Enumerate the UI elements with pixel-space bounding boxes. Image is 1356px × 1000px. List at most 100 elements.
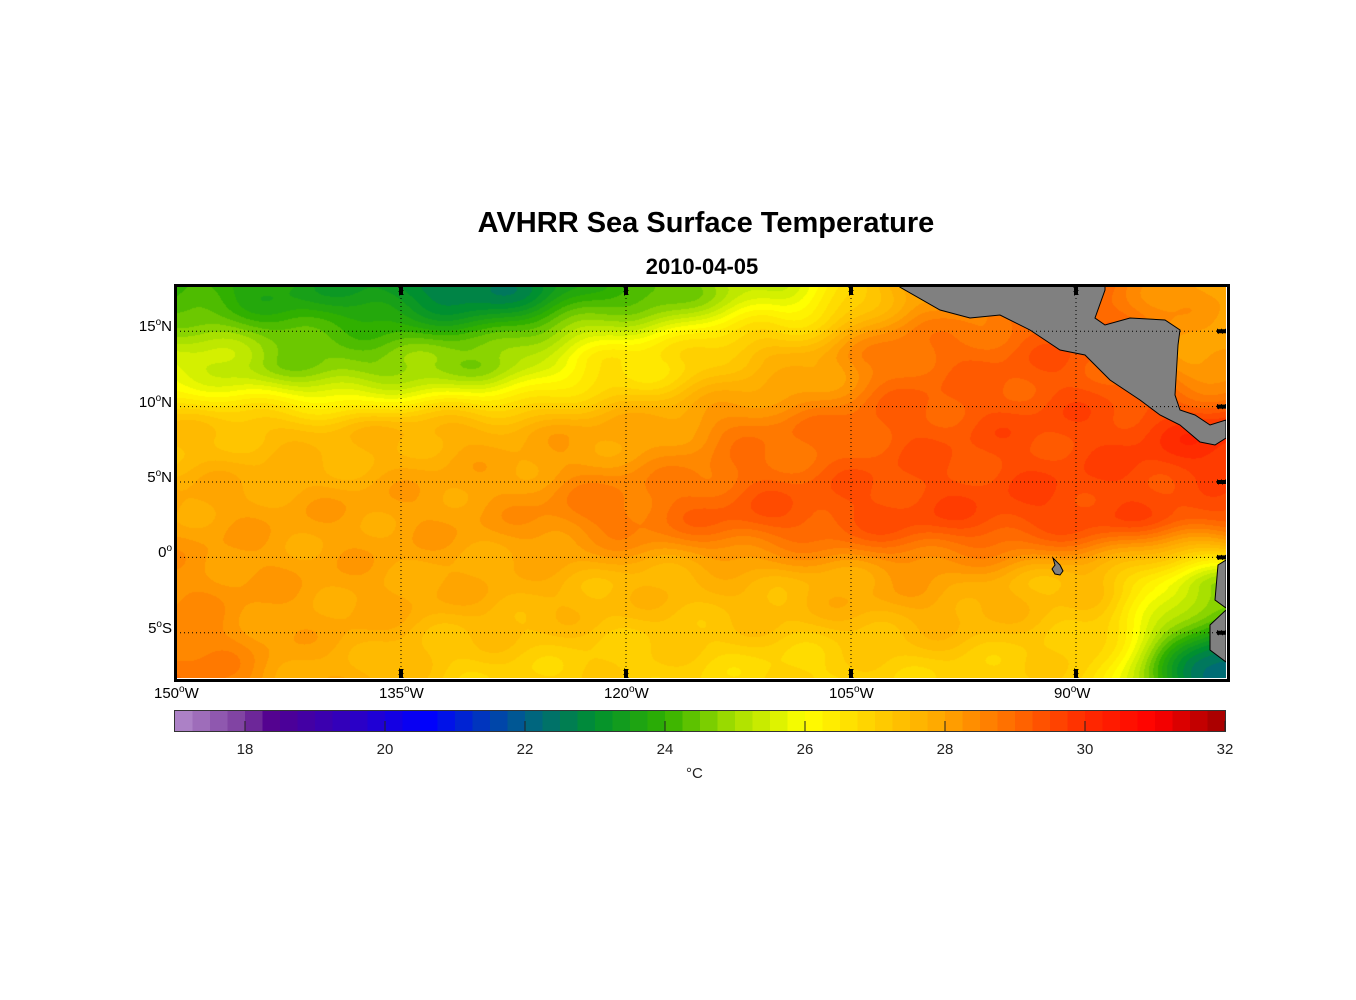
colorbar-swatch [717,711,736,731]
x-tick-label: 150oW [154,684,199,702]
colorbar-swatch [455,711,474,731]
map-overlay [176,286,1226,678]
colorbar-tick-label: 24 [656,741,674,758]
colorbar-swatch [525,711,544,731]
x-tick-hemisphere: W [634,685,649,702]
colorbar-swatch [367,711,386,731]
colorbar-swatch [350,711,369,731]
colorbar-tick-label: 30 [1076,741,1094,758]
colorbar-tick-label: 28 [936,741,954,758]
colorbar-swatch [560,711,579,731]
land-galapagos [1051,556,1064,576]
colorbar-swatch [1032,711,1051,731]
colorbar-swatch [752,711,771,731]
colorbar-swatch [1137,711,1156,731]
colorbar-swatch [262,711,281,731]
colorbar-tick-label: 22 [516,741,534,758]
sst-map [176,286,1226,678]
colorbar-swatch [875,711,894,731]
colorbar-swatch [245,711,264,731]
colorbar-swatch [770,711,789,731]
land-south-america-north [1214,559,1226,609]
degree-symbol: o [155,392,162,404]
colorbar-tick-label: 32 [1216,741,1234,758]
y-tick-hemisphere: N [161,469,172,486]
x-tick-mark [623,668,629,678]
x-tick-hemisphere: W [859,685,874,702]
colorbar-swatch [1085,711,1104,731]
colorbar-swatch [1102,711,1121,731]
colorbar-swatch [577,711,596,731]
degree-symbol: o [155,468,162,479]
x-tick-label: 120oW [604,684,649,702]
land-central-america [896,286,1226,446]
x-tick-hemisphere: W [184,685,199,702]
x-tick-hemisphere: W [1076,685,1091,702]
colorbar-swatch [647,711,666,731]
x-tick-mark [1073,668,1079,678]
colorbar-swatch [227,711,246,731]
colorbar-swatch [1207,711,1226,731]
degree-symbol: o [166,543,172,555]
x-tick-degrees: 90 [1054,685,1071,702]
colorbar-swatch [910,711,929,731]
degree-symbol: o [155,317,162,329]
colorbar-swatch [612,711,631,731]
x-tick-mark [848,286,854,296]
chart-title: AVHRR Sea Surface Temperature [477,207,935,239]
y-tick-label: 5oS [148,619,172,637]
colorbar-swatch [210,711,229,731]
colorbar-swatch [332,711,351,731]
colorbar-swatch [192,711,211,731]
y-tick-label: 10oN [139,393,172,411]
colorbar-swatch [297,711,316,731]
colorbar-swatch [542,711,561,731]
y-tick-label: 5oN [147,468,172,486]
x-tick-mark [848,668,854,678]
x-tick-label: 135oW [379,684,424,702]
colorbar-swatch [315,711,334,731]
colorbar-swatch [507,711,526,731]
colorbar-swatch [665,711,684,731]
y-tick-degrees: 5 [148,619,157,637]
colorbar-swatch [630,711,649,731]
colorbar-swatch [1155,711,1174,731]
x-tick-hemisphere: W [409,685,424,702]
degree-symbol: o [1070,684,1077,695]
y-tick-degrees: 15 [138,318,156,336]
degree-symbol: o [629,684,635,695]
degree-symbol: o [156,618,162,630]
colorbar-swatch [997,711,1016,731]
colorbar-swatch [787,711,806,731]
colorbar-unit-label: °C [686,765,703,782]
colorbar-swatch [1120,711,1139,731]
y-tick-mark [1216,479,1226,485]
degree-symbol: o [854,684,860,695]
colorbar-swatch [175,711,194,731]
land-south-america-south [1209,609,1226,663]
colorbar-swatch [385,711,404,731]
colorbar-swatch [682,711,701,731]
y-tick-label: 0o [158,543,172,561]
colorbar-swatch [437,711,456,731]
x-tick-degrees: 150 [154,685,180,702]
colorbar-swatch [927,711,946,731]
y-tick-degrees: 5 [147,469,156,486]
y-tick-hemisphere: S [161,619,172,637]
x-tick-mark [1073,286,1079,296]
x-tick-degrees: 135 [379,685,405,702]
colorbar-swatch [490,711,509,731]
colorbar-swatch [822,711,841,731]
colorbar-swatch [945,711,964,731]
degree-symbol: o [404,684,410,695]
y-tick-mark [1216,404,1226,410]
y-tick-degrees: 10 [138,393,156,411]
colorbar-swatch [402,711,421,731]
y-tick-label: 15oN [139,317,172,335]
y-tick-hemisphere: N [161,393,172,411]
colorbar-swatch [857,711,876,731]
colorbar-swatch [1050,711,1069,731]
colorbar-swatch [840,711,859,731]
colorbar-swatch [595,711,614,731]
colorbar-swatch [1172,711,1191,731]
